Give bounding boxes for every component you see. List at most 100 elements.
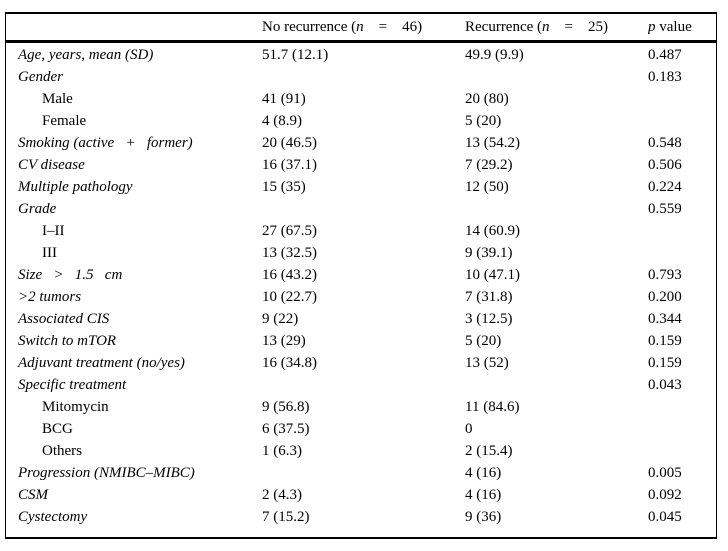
cell-p-value: 0.344 (648, 311, 682, 327)
cell-recurrence: 10 (47.1) (465, 267, 520, 283)
cell-p-value: 0.200 (648, 289, 682, 305)
table-header: No recurrence ( n = 46) Recurrence (n = 2… (6, 14, 716, 43)
cell-no-recurrence: 16 (43.2) (262, 267, 317, 283)
cell-recurrence: 5 (20) (465, 113, 502, 129)
table-row: Others 1 (6.3) 2 (15.4) (6, 440, 716, 462)
table-row: Age, years, mean (SD) 51.7 (12.1) 49.9 (… (6, 44, 716, 66)
row-label: Mitomycin (42, 399, 109, 415)
table-row: >2 tumors 10 (22.7) 7 (31.8) 0.200 (6, 286, 716, 308)
cell-no-recurrence: 51.7 (12.1) (262, 47, 329, 63)
row-label: Cystectomy (18, 509, 88, 525)
cell-recurrence: 13 (52) (465, 355, 509, 371)
cell-p-value: 0.559 (648, 201, 682, 217)
cell-no-recurrence: 16 (34.8) (262, 355, 317, 371)
row-label: Age, years, mean (SD) (18, 47, 154, 63)
table-row: Specific treatment 0.043 (6, 374, 716, 396)
cell-recurrence: 9 (39.1) (465, 245, 513, 261)
header-col-p-value: p value (648, 16, 716, 38)
cell-no-recurrence: 1 (6.3) (262, 443, 302, 459)
header-col-recurrence: Recurrence (n = 25) (465, 16, 648, 38)
cell-recurrence: 5 (20) (465, 333, 502, 349)
cell-recurrence: 11 (84.6) (465, 399, 520, 415)
cell-p-value: 0.224 (648, 179, 682, 195)
row-label: CV disease (18, 157, 85, 173)
table-row: Grade 0.559 (6, 198, 716, 220)
cell-recurrence: 4 (16) (465, 487, 502, 503)
table-row: Size > 1.5 cm 16 (43.2) 10 (47.1) 0.793 (6, 264, 716, 286)
row-label: Multiple pathology (18, 179, 133, 195)
cell-p-value: 0.183 (648, 69, 682, 85)
cell-p-value: 0.487 (648, 47, 682, 63)
table-row: Male 41 (91) 20 (80) (6, 88, 716, 110)
table-row: Smoking (active + former) 20 (46.5) 13 (… (6, 132, 716, 154)
row-label: Female (42, 113, 87, 129)
row-label: Specific treatment (18, 377, 127, 393)
header-p-italic: p (648, 19, 656, 35)
cell-no-recurrence: 13 (29) (262, 333, 306, 349)
row-label: >2 tumors (18, 289, 82, 305)
clinical-table: No recurrence ( n = 46) Recurrence (n = 2… (5, 12, 717, 539)
header-recurrence-suffix: = 25) (549, 19, 608, 35)
table-row: CV disease 16 (37.1) 7 (29.2) 0.506 (6, 154, 716, 176)
row-label: Adjuvant treatment (no/yes) (18, 355, 185, 371)
cell-recurrence: 0 (465, 421, 473, 437)
row-label: CSM (18, 487, 48, 503)
table-row: Adjuvant treatment (no/yes) 16 (34.8) 13… (6, 352, 716, 374)
table-body: Age, years, mean (SD) 51.7 (12.1) 49.9 (… (6, 43, 716, 537)
cell-recurrence: 7 (31.8) (465, 289, 513, 305)
row-label: Associated CIS (18, 311, 110, 327)
cell-p-value: 0.092 (648, 487, 682, 503)
row-label: Size > 1.5 cm (18, 267, 123, 283)
cell-no-recurrence: 16 (37.1) (262, 157, 317, 173)
table-row: Switch to mTOR 13 (29) 5 (20) 0.159 (6, 330, 716, 352)
header-recurrence-n: n (542, 19, 550, 35)
cell-p-value: 0.159 (648, 333, 682, 349)
header-no-recurrence-prefix: No recurrence ( (262, 19, 357, 35)
cell-no-recurrence: 20 (46.5) (262, 135, 317, 151)
table-row: Cystectomy 7 (15.2) 9 (36) 0.045 (6, 506, 716, 528)
row-label: Switch to mTOR (18, 333, 117, 349)
row-label: III (42, 245, 57, 261)
row-label: Smoking (active + former) (18, 135, 193, 151)
cell-no-recurrence: 7 (15.2) (262, 509, 310, 525)
header-recurrence-prefix: Recurrence ( (465, 19, 543, 35)
row-label: Others (42, 443, 82, 459)
table-row: Multiple pathology 15 (35) 12 (50) 0.224 (6, 176, 716, 198)
cell-no-recurrence: 4 (8.9) (262, 113, 302, 129)
cell-p-value: 0.548 (648, 135, 682, 151)
cell-recurrence: 7 (29.2) (465, 157, 513, 173)
header-no-recurrence-suffix: = 46) (363, 19, 423, 35)
table-row: Female 4 (8.9) 5 (20) (6, 110, 716, 132)
cell-recurrence: 9 (36) (465, 509, 502, 525)
cell-no-recurrence: 6 (37.5) (262, 421, 310, 437)
cell-p-value: 0.005 (648, 465, 682, 481)
cell-no-recurrence: 41 (91) (262, 91, 306, 107)
table-row: CSM 2 (4.3) 4 (16) 0.092 (6, 484, 716, 506)
cell-recurrence: 3 (12.5) (465, 311, 513, 327)
cell-p-value: 0.043 (648, 377, 682, 393)
cell-recurrence: 20 (80) (465, 91, 509, 107)
cell-no-recurrence: 2 (4.3) (262, 487, 302, 503)
cell-p-value: 0.793 (648, 267, 682, 283)
header-p-suffix: value (655, 19, 692, 35)
row-label: Progression (NMIBC–MIBC) (18, 465, 195, 481)
cell-p-value: 0.506 (648, 157, 682, 173)
cell-no-recurrence: 10 (22.7) (262, 289, 317, 305)
cell-no-recurrence: 15 (35) (262, 179, 306, 195)
cell-p-value: 0.159 (648, 355, 682, 371)
table-row: Gender 0.183 (6, 66, 716, 88)
table-row: Associated CIS 9 (22) 3 (12.5) 0.344 (6, 308, 716, 330)
table-row: Mitomycin 9 (56.8) 11 (84.6) (6, 396, 716, 418)
row-label: Gender (18, 69, 63, 85)
cell-recurrence: 14 (60.9) (465, 223, 520, 239)
cell-recurrence: 12 (50) (465, 179, 509, 195)
cell-no-recurrence: 13 (32.5) (262, 245, 317, 261)
row-label: Grade (18, 201, 57, 217)
row-label: Male (42, 91, 73, 107)
cell-no-recurrence: 9 (56.8) (262, 399, 310, 415)
cell-p-value: 0.045 (648, 509, 682, 525)
row-label: I–II (42, 223, 65, 239)
table-row: Progression (NMIBC–MIBC) 4 (16) 0.005 (6, 462, 716, 484)
table-row: I–II 27 (67.5) 14 (60.9) (6, 220, 716, 242)
